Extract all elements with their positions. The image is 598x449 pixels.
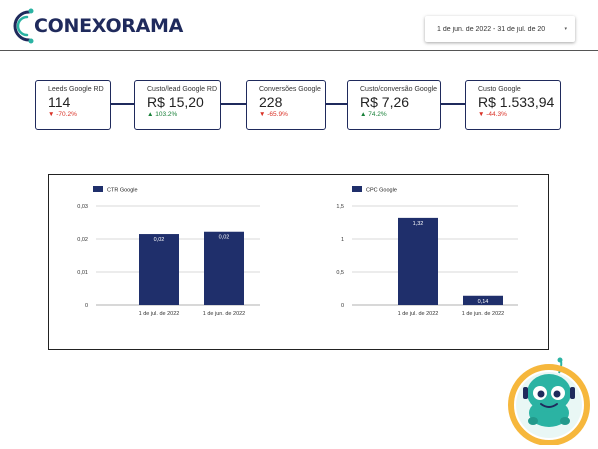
kpi-delta: ▼ -44.3% [478,111,507,118]
x-tick-label: 1 de jun. de 2022 [462,311,505,317]
kpi-value: 228 [259,94,283,110]
x-tick-label: 1 de jul. de 2022 [139,311,180,317]
kpi-card-custo[interactable]: Custo Google R$ 1.533,94 ▼ -44.3% [465,80,561,130]
arrow-down-icon: ▼ [48,111,55,118]
robot-mascot-icon [508,357,590,445]
legend-label: CTR Google [107,188,138,194]
legend-swatch [352,186,362,192]
arrow-up-icon: ▲ [360,111,367,118]
kpi-value: R$ 1.533,94 [478,94,555,110]
kpi-connector [325,103,348,105]
x-tick-label: 1 de jun. de 2022 [203,311,246,317]
chevron-down-icon: ▾ [564,26,567,32]
y-tick-label: 0,03 [77,204,88,210]
bar-data-label: 0,02 [154,237,165,243]
kpi-delta: ▲ 74.2% [360,111,387,118]
y-tick-label: 0,5 [336,270,344,276]
kpi-card-conversoes[interactable]: Conversões Google 228 ▼ -65.9% [246,80,326,130]
date-range-picker[interactable]: 1 de jun. de 2022 - 31 de jul. de 20 ▾ [425,16,575,42]
bar-data-label: 0,02 [219,235,230,241]
kpi-value: 114 [48,94,71,110]
bar [463,295,503,305]
kpi-delta: ▼ -70.2% [48,111,77,118]
bar [139,234,179,305]
bar [398,217,438,305]
kpi-label: Custo/lead Google RD [147,86,218,93]
arrow-up-icon: ▲ [147,111,154,118]
kpi-delta: ▲ 103.2% [147,111,178,118]
kpi-label: Leeds Google RD [48,86,104,93]
kpi-label: Conversões Google [259,86,321,93]
y-tick-label: 1,5 [336,204,344,210]
y-tick-label: 0 [85,303,88,309]
x-tick-label: 1 de jul. de 2022 [398,311,439,317]
kpi-connector [220,103,247,105]
brand-name: CONEXORAMA [34,15,184,37]
y-tick-label: 0,01 [77,270,88,276]
logo-mark-icon [13,8,34,44]
kpi-delta: ▼ -65.9% [259,111,288,118]
legend-swatch [93,186,103,192]
kpi-value: R$ 7,26 [360,94,410,110]
y-tick-label: 0,02 [77,237,88,243]
kpi-card-custo-conversao[interactable]: Custo/conversão Google R$ 7,26 ▲ 74.2% [347,80,441,130]
bar-data-label: 1,32 [413,221,424,227]
charts-panel [48,174,549,350]
y-tick-label: 0 [341,303,344,309]
kpi-card-leeds[interactable]: Leeds Google RD 114 ▼ -70.2% [35,80,111,130]
kpi-value: R$ 15,20 [147,94,204,110]
kpi-label: Custo Google [478,86,521,93]
bar [204,231,244,305]
brand-logo: CONEXORAMA [7,6,183,46]
bar-data-label: 0,14 [478,299,489,305]
legend-label: CPC Google [366,188,397,194]
kpi-connector [110,103,135,105]
kpi-connector [440,103,466,105]
kpi-card-custo-lead[interactable]: Custo/lead Google RD R$ 15,20 ▲ 103.2% [134,80,221,130]
kpi-label: Custo/conversão Google [360,86,438,93]
y-tick-label: 1 [341,237,344,243]
arrow-down-icon: ▼ [478,111,485,118]
header-divider [0,50,598,51]
date-range-label: 1 de jun. de 2022 - 31 de jul. de 20 [437,25,546,33]
arrow-down-icon: ▼ [259,111,266,118]
